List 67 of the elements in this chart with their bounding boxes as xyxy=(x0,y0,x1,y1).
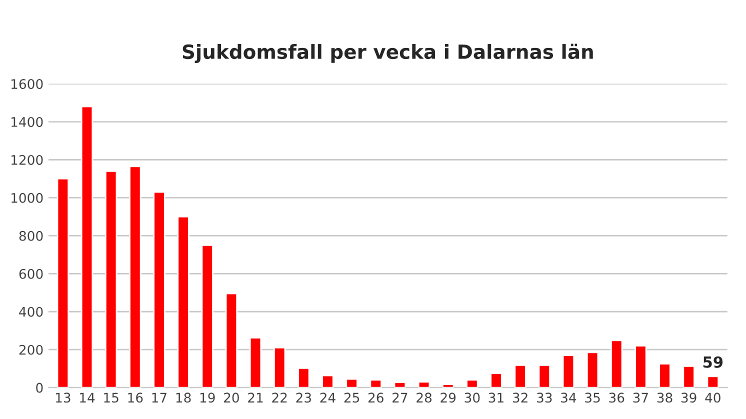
x-tick-label: 25 xyxy=(344,392,360,403)
x-tick-label: 15 xyxy=(104,392,118,403)
bar xyxy=(610,340,623,388)
bar xyxy=(706,376,720,388)
y-tick-label: 200 xyxy=(19,344,43,355)
y-tick-label: 1200 xyxy=(12,154,43,165)
bar xyxy=(273,347,286,388)
x-tick-label: 38 xyxy=(657,392,672,403)
x-tick-label: 13 xyxy=(56,392,70,403)
x-tick-label: 26 xyxy=(368,392,384,403)
bar xyxy=(682,365,695,388)
x-tick-label: 36 xyxy=(609,392,624,403)
bar xyxy=(225,292,238,388)
bar xyxy=(538,364,551,388)
y-tick-label: 1400 xyxy=(12,116,43,127)
bar xyxy=(298,368,310,388)
x-tick-label: 14 xyxy=(80,392,95,402)
y-tick-label: 1600 xyxy=(12,79,43,89)
bar xyxy=(104,170,118,388)
y-tick-label: 0 xyxy=(36,382,43,393)
x-tick-label: 19 xyxy=(200,392,215,403)
bar xyxy=(634,345,647,388)
x-tick-label: 17 xyxy=(152,392,166,402)
bar xyxy=(394,382,406,388)
bar xyxy=(322,374,334,388)
bar xyxy=(249,337,262,388)
y-tick-label: 1000 xyxy=(12,192,43,203)
bar xyxy=(370,379,382,388)
bar xyxy=(153,191,166,388)
bar xyxy=(80,106,94,388)
bar xyxy=(562,354,575,388)
x-tick-label: 31 xyxy=(488,392,504,403)
x-tick-label: 34 xyxy=(561,392,576,403)
x-tick-label: 24 xyxy=(320,392,336,402)
bar xyxy=(56,178,70,388)
y-tick-label: 600 xyxy=(19,268,43,279)
y-tick-label: 800 xyxy=(19,230,43,241)
x-tick-label: 20 xyxy=(224,392,239,403)
bar xyxy=(201,244,214,388)
x-tick-label: 22 xyxy=(272,392,287,402)
x-tick-label: 23 xyxy=(296,392,311,403)
bar xyxy=(129,166,142,388)
x-tick-label: 29 xyxy=(440,392,456,403)
bar xyxy=(490,372,502,388)
x-tick-label: 21 xyxy=(248,392,263,402)
data-label: 59 xyxy=(703,356,723,368)
bar xyxy=(442,384,454,388)
bar xyxy=(177,216,190,388)
y-tick-label: 400 xyxy=(19,306,43,317)
x-tick-label: 39 xyxy=(681,392,696,403)
x-tick-label: 32 xyxy=(512,392,528,403)
x-tick-label: 35 xyxy=(585,392,600,403)
x-tick-label: 30 xyxy=(464,392,480,403)
x-tick-label: 18 xyxy=(176,392,191,403)
chart-title: Sjukdomsfall per vecka i Dalarnas län xyxy=(182,44,593,63)
x-tick-label: 40 xyxy=(705,392,720,403)
bar xyxy=(346,378,358,388)
bar xyxy=(514,364,526,388)
bar xyxy=(658,363,671,388)
x-tick-label: 37 xyxy=(633,392,648,403)
x-tick-label: 33 xyxy=(537,392,552,403)
x-tick-label: 28 xyxy=(416,392,432,403)
bar xyxy=(586,352,599,388)
bar xyxy=(466,379,478,388)
x-tick-label: 16 xyxy=(128,392,143,403)
bar xyxy=(418,381,430,388)
x-tick-label: 27 xyxy=(392,392,408,402)
